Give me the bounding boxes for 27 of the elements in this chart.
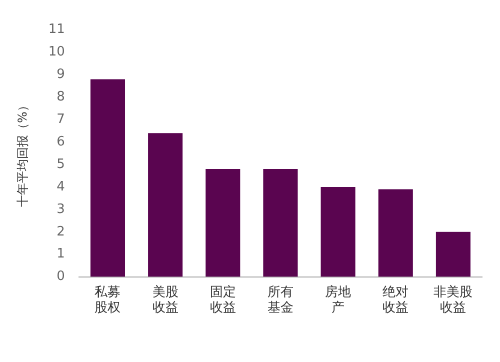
x-tick-label: 美股收益 [152, 284, 178, 316]
y-tick-label: 10 [48, 44, 65, 60]
y-tick-label: 11 [48, 22, 65, 38]
y-tick-label: 5 [56, 156, 65, 172]
x-tick-label: 固定收益 [210, 284, 236, 316]
x-tick-label: 非美股收益 [434, 284, 473, 316]
bar [90, 79, 126, 277]
y-tick-label: 4 [56, 179, 65, 194]
bar [206, 169, 240, 277]
y-tick-label: 0 [56, 269, 65, 284]
bar [378, 189, 413, 277]
bar [263, 169, 298, 277]
y-tick-label: 6 [56, 134, 65, 150]
y-tick-label: 7 [56, 112, 65, 127]
y-axis-title: 十年平均回报（%） [15, 100, 30, 208]
x-tick-label: 私募股权 [94, 284, 121, 316]
x-tick-label: 所有基金 [267, 284, 294, 316]
y-tick-label: 9 [56, 67, 65, 82]
bar [320, 186, 356, 277]
bar [148, 133, 183, 277]
y-tick-label: 3 [56, 202, 65, 217]
x-tick-label: 绝对收益 [382, 284, 409, 316]
y-tick-label: 1 [56, 246, 65, 262]
x-tick-label: 房地产 [325, 284, 352, 316]
bar [436, 232, 470, 277]
y-tick-label: 8 [56, 90, 65, 105]
y-tick-label: 2 [56, 224, 65, 240]
